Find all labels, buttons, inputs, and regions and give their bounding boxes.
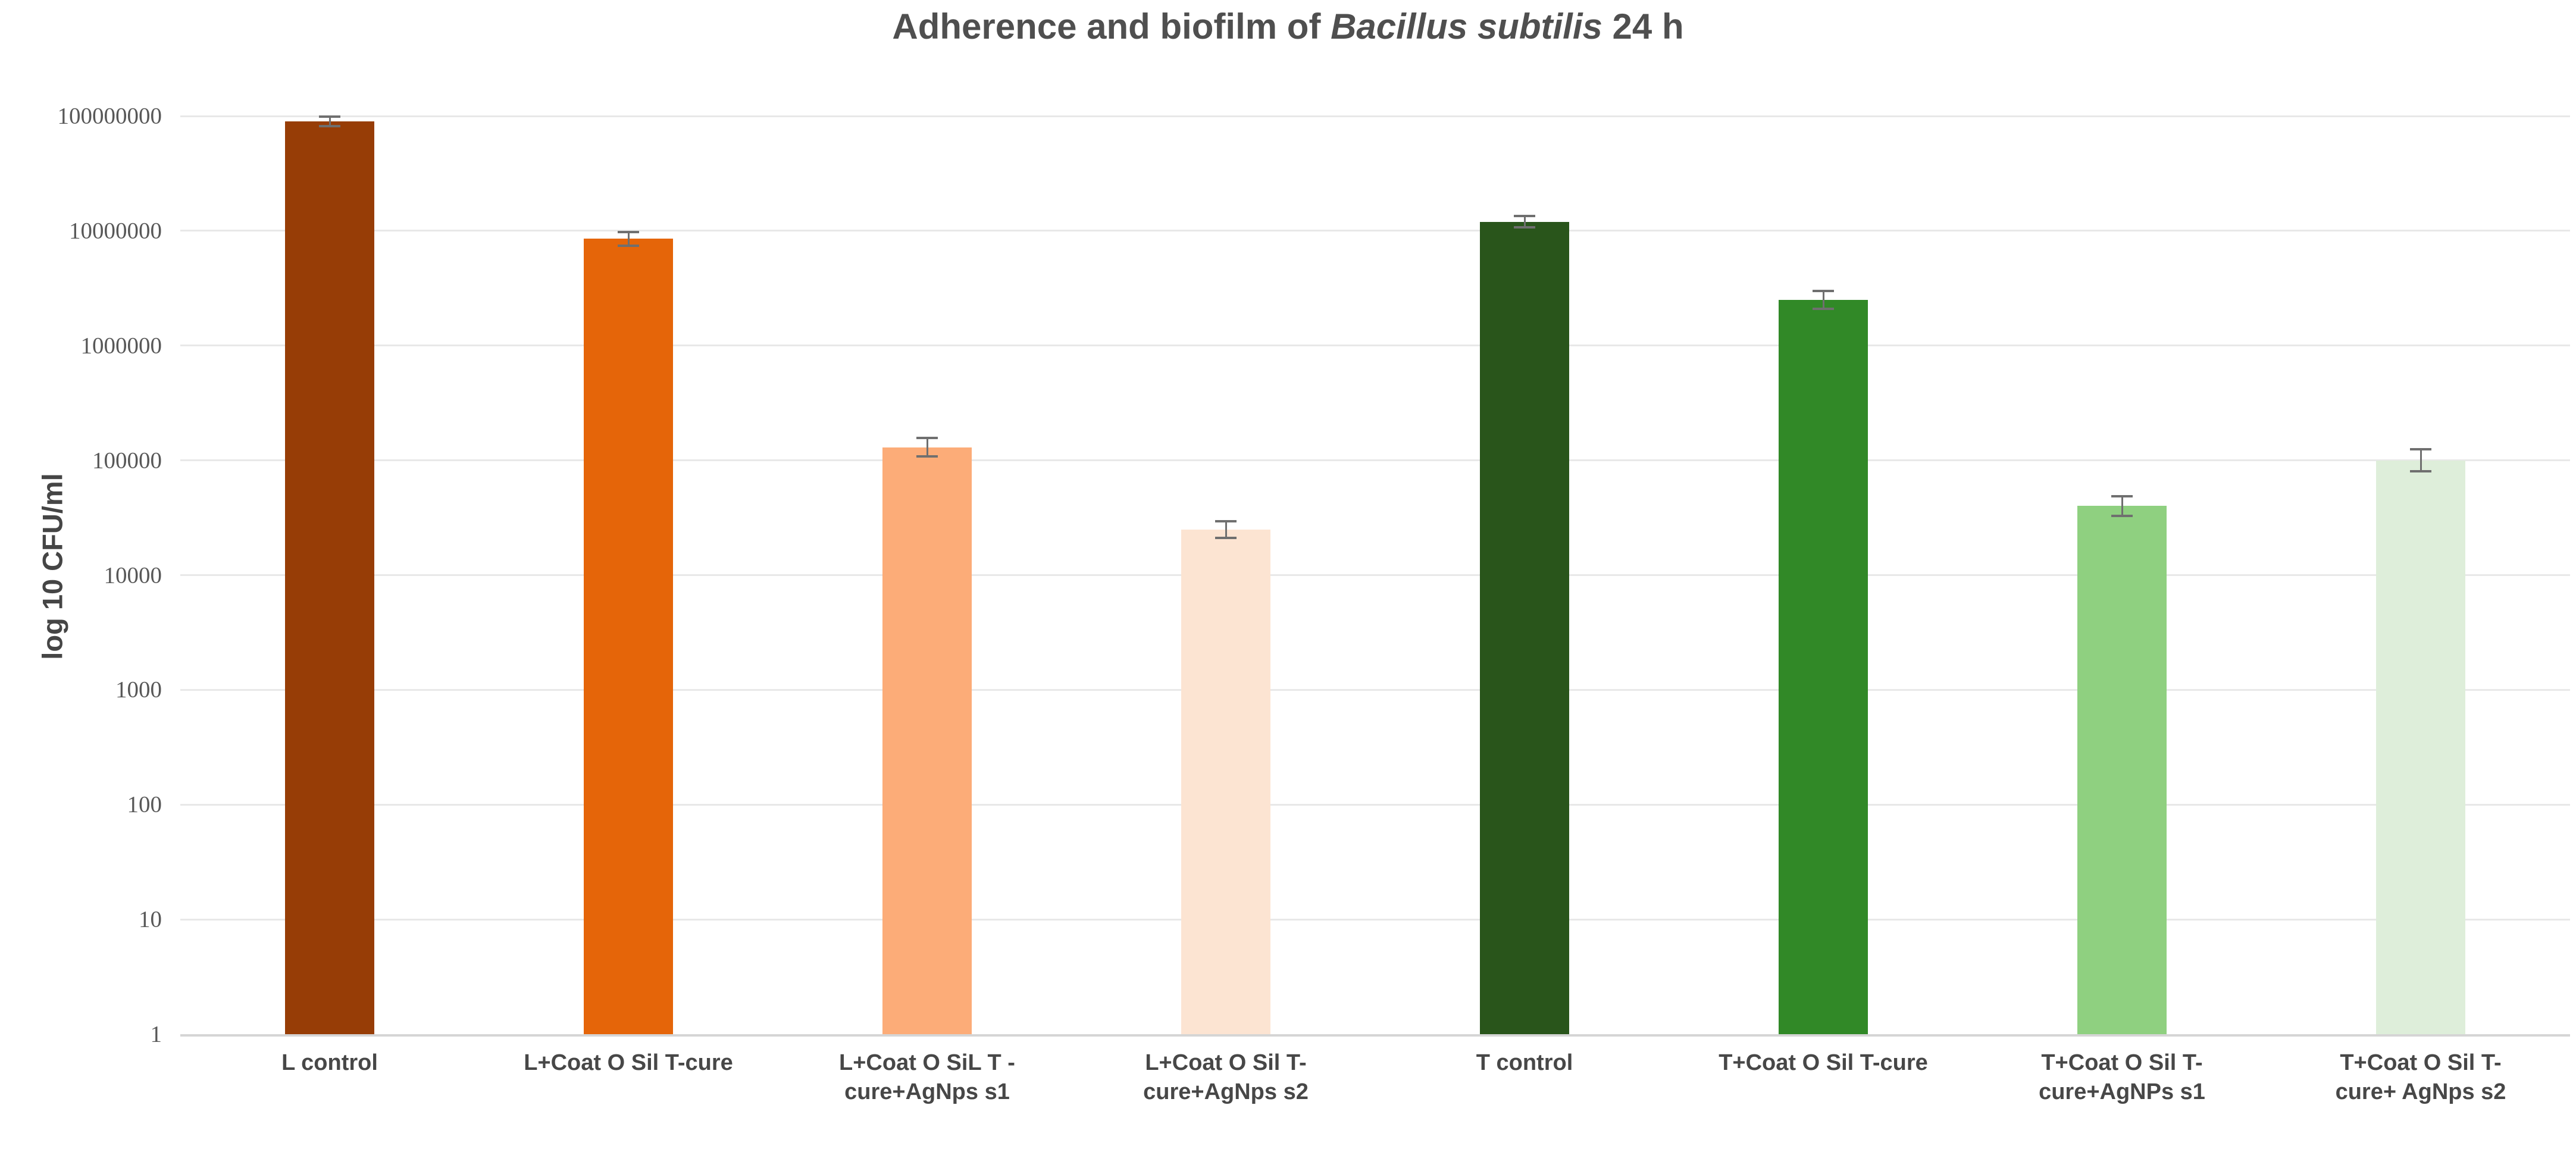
gridline-10000000 (180, 230, 2570, 232)
y-tick-label-100000000: 100000000 (57, 103, 162, 129)
error-bar-cap-top-4 (1215, 519, 1237, 522)
error-bar-line-4 (1225, 521, 1227, 538)
error-bar-line-7 (2121, 496, 2123, 516)
error-bar-cap-bottom-6 (1813, 308, 1834, 311)
chart-title-species-italic: Bacillus subtilis (1331, 7, 1602, 46)
bar-6 (1779, 299, 1868, 1034)
gridline-100 (180, 803, 2570, 806)
x-axis-label-1: L control (180, 1048, 479, 1107)
x-axis-category-labels: L control L+Coat O Sil T-cure L+Coat O SiL… (180, 1048, 2570, 1107)
x-axis-label-6: T+Coat O Sil T-cure (1674, 1048, 1973, 1107)
error-bar-cap-top-5 (1514, 215, 1535, 218)
error-bar-cap-bottom-8 (2410, 470, 2431, 473)
y-tick-label-1000000: 1000000 (80, 333, 162, 359)
bar-7 (2077, 506, 2167, 1034)
x-axis-label-3: L+Coat O SiL T - cure+AgNps s1 (778, 1048, 1076, 1107)
x-axis-label-line: cure+AgNPs s1 (2039, 1079, 2205, 1105)
x-axis-label-line: T+Coat O Sil T-cure (1719, 1050, 1928, 1075)
x-axis-label-2: L+Coat O Sil T-cure (479, 1048, 778, 1107)
error-bar-cap-bottom-7 (2111, 515, 2133, 518)
error-bar-line-3 (926, 438, 928, 456)
gridline-100000 (180, 459, 2570, 462)
bar-8 (2376, 460, 2465, 1034)
error-bar-cap-bottom-5 (1514, 226, 1535, 229)
x-axis-label-5: T control (1375, 1048, 1674, 1107)
error-bar-line-6 (1822, 290, 1824, 309)
bar-5 (1480, 221, 1569, 1034)
x-axis-label-7: T+Coat O Sil T-cure+AgNPs s1 (1973, 1048, 2271, 1107)
y-tick-label-100: 100 (127, 791, 162, 818)
gridline-10 (180, 918, 2570, 921)
x-axis-label-line: T control (1476, 1050, 1573, 1075)
gridline-100000000 (180, 115, 2570, 117)
y-tick-label-10000000: 10000000 (69, 218, 162, 244)
error-bar-line-8 (2420, 449, 2422, 472)
error-bar-line-1 (328, 116, 331, 126)
x-axis-label-line: cure+AgNps s1 (844, 1079, 1010, 1105)
y-tick-label-1: 1 (150, 1021, 162, 1047)
x-axis-label-8: T+Coat O Sil T-cure+ AgNps s2 (2271, 1048, 2570, 1107)
error-bar-cap-bottom-2 (618, 245, 639, 248)
error-bar-cap-top-1 (319, 115, 340, 118)
error-bar-cap-top-8 (2410, 447, 2431, 450)
error-bar-cap-bottom-3 (916, 455, 938, 458)
error-bar-cap-bottom-4 (1215, 536, 1237, 539)
y-tick-label-10000: 10000 (104, 562, 162, 588)
error-bar-cap-top-2 (618, 230, 639, 233)
chart-title-suffix: 24 h (1602, 7, 1684, 46)
x-axis-label-line: L+Coat O Sil T-cure (524, 1050, 733, 1075)
x-axis-label-line: L+Coat O SiL T - (839, 1050, 1015, 1075)
x-axis-label-line: cure+ AgNps s2 (2335, 1079, 2506, 1105)
error-bar-line-5 (1523, 216, 1526, 228)
gridline-1000000 (180, 345, 2570, 347)
bar-3 (882, 447, 972, 1034)
chart-title-prefix: Adherence and biofilm of (892, 7, 1331, 46)
x-axis-label-line: T+Coat O Sil T- (2340, 1050, 2502, 1075)
x-axis-label-line: cure+AgNps s2 (1143, 1079, 1309, 1105)
x-axis-label-line: T+Coat O Sil T- (2041, 1050, 2203, 1075)
chart-title: Adherence and biofilm of Bacillus subtil… (0, 6, 2576, 47)
x-axis-label-line: L+Coat O Sil T- (1145, 1050, 1307, 1075)
y-tick-label-1000: 1000 (115, 677, 162, 703)
y-axis-tick-labels: 1 10 100 1000 10000 100000 1000000 10000000 1000… (0, 104, 162, 1047)
y-tick-label-100000: 100000 (92, 447, 162, 474)
bar-1 (285, 121, 374, 1034)
bar-2 (584, 239, 673, 1034)
x-axis-label-4: L+Coat O Sil T-cure+AgNps s2 (1076, 1048, 1375, 1107)
gridline-10000 (180, 574, 2570, 576)
plot-area (180, 115, 2570, 1037)
x-axis-label-line: L control (281, 1050, 378, 1075)
gridline-1000 (180, 688, 2570, 691)
error-bar-line-2 (627, 231, 630, 246)
error-bar-cap-top-7 (2111, 494, 2133, 497)
bar-4 (1181, 529, 1270, 1034)
error-bar-cap-top-6 (1813, 289, 1834, 292)
y-tick-label-10: 10 (139, 906, 162, 932)
error-bar-cap-top-3 (916, 437, 938, 440)
error-bar-cap-bottom-1 (319, 124, 340, 127)
